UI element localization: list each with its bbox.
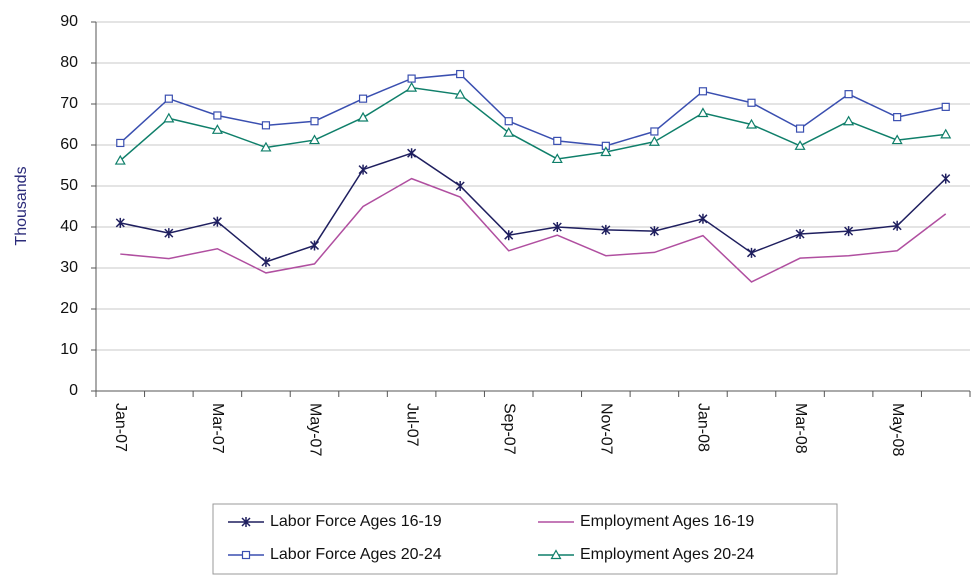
legend-box (212, 503, 838, 575)
marker (261, 256, 271, 267)
x-tick-label: May-08 (889, 403, 906, 456)
marker (745, 118, 758, 129)
marker (407, 148, 417, 159)
y-tick-label: 50 (60, 177, 78, 194)
marker (456, 69, 465, 79)
marker (503, 126, 515, 137)
x-tick-label: Jul-07 (403, 403, 420, 447)
marker (553, 136, 562, 145)
marker (649, 226, 659, 237)
marker (844, 90, 853, 99)
marker (892, 220, 902, 231)
marker (746, 247, 757, 258)
marker (795, 228, 805, 239)
x-tick-label: Sep-07 (500, 403, 517, 455)
y-tick-label: 10 (60, 341, 78, 358)
marker (260, 141, 272, 152)
marker (551, 153, 563, 164)
marker (116, 138, 125, 148)
legend-label: Labor Force Ages 16-19 (270, 513, 442, 530)
legend-label: Employment Ages 20-24 (580, 546, 754, 563)
marker (698, 213, 708, 224)
marker (211, 124, 223, 134)
marker (941, 102, 950, 111)
marker (213, 111, 222, 120)
x-tick-label: Mar-07 (209, 403, 226, 454)
x-tick-label: Jan-07 (112, 403, 129, 452)
marker (697, 107, 709, 118)
y-tick-label: 20 (60, 300, 78, 317)
marker (601, 224, 611, 235)
marker (164, 94, 173, 103)
marker (163, 112, 175, 123)
y-tick-label: 90 (60, 13, 78, 30)
x-tick-label: Mar-08 (792, 403, 809, 454)
marker (407, 74, 416, 83)
marker (261, 121, 271, 130)
x-tick-label: Nov-07 (598, 403, 615, 455)
marker (241, 550, 251, 560)
y-tick-label: 80 (60, 54, 78, 71)
marker (115, 217, 125, 228)
legend-label: Labor Force Ages 20-24 (270, 546, 442, 563)
series-line (120, 152, 947, 263)
series-line (119, 86, 946, 162)
marker (504, 117, 513, 126)
series-line (120, 177, 947, 283)
marker (893, 113, 902, 122)
marker (600, 146, 612, 157)
marker (358, 164, 368, 175)
marker (309, 240, 320, 251)
legend-label: Employment Ages 16-19 (580, 513, 754, 530)
marker (212, 216, 222, 227)
y-tick-label: 70 (60, 95, 78, 112)
marker (358, 94, 368, 103)
marker (843, 115, 855, 126)
marker (747, 98, 756, 107)
y-tick-label: 30 (60, 259, 78, 276)
marker (357, 111, 369, 122)
x-tick-label: Jan-08 (695, 403, 712, 452)
marker (552, 222, 562, 232)
marker (310, 117, 319, 126)
marker (308, 134, 321, 145)
x-tick-label: May-07 (306, 403, 323, 456)
marker (844, 226, 854, 237)
marker (648, 135, 660, 146)
marker (241, 517, 251, 527)
series-line (119, 73, 946, 147)
marker (164, 228, 174, 239)
marker (795, 124, 805, 133)
marker (406, 81, 418, 92)
marker (698, 87, 708, 96)
marker (455, 181, 465, 191)
marker (504, 230, 514, 241)
marker (891, 134, 903, 145)
marker (550, 549, 562, 560)
marker (114, 154, 126, 165)
y-axis-title: Thousands (13, 166, 30, 245)
y-tick-label: 60 (60, 136, 78, 153)
marker (454, 88, 466, 99)
y-tick-label: 40 (60, 218, 78, 235)
marker (941, 173, 951, 184)
marker (650, 127, 659, 136)
y-tick-label: 0 (69, 382, 78, 399)
marker (794, 140, 806, 150)
marker (940, 128, 952, 139)
